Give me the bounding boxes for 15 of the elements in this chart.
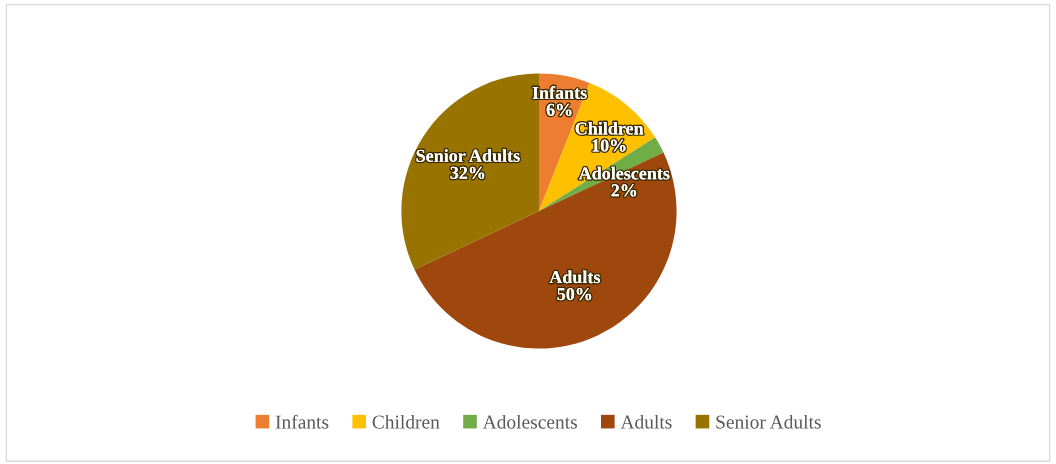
slice-label: Adolescents — [578, 166, 670, 180]
legend-label: Adolescents — [482, 414, 577, 429]
legend-label: Infants — [275, 414, 329, 429]
slice-label: Adults — [549, 270, 600, 284]
legend-label: Adults — [620, 414, 672, 429]
data-label: 2% — [611, 184, 637, 197]
legend-label: Children — [372, 414, 440, 429]
data-label: 10% — [592, 139, 626, 152]
data-label: 32% — [450, 166, 485, 179]
slice-label: Senior Adults — [416, 149, 520, 162]
data-label: 50% — [557, 288, 592, 301]
legend-label: Senior Adults — [716, 414, 821, 429]
data-label: 6% — [546, 103, 572, 116]
slice-label: Children — [575, 121, 644, 135]
slice-label: Infants — [532, 86, 587, 99]
